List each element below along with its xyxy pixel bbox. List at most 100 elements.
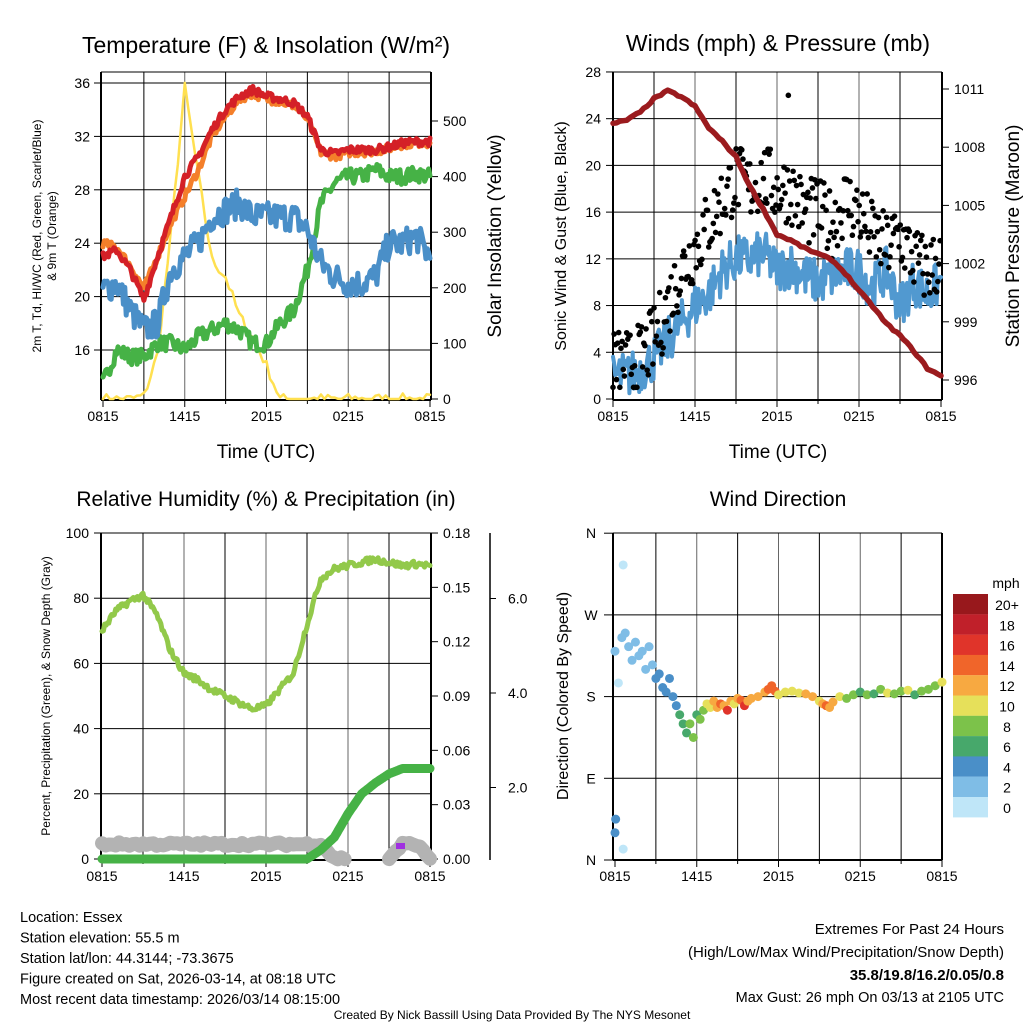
gust-point xyxy=(701,226,707,233)
y-tick-label: E xyxy=(586,770,595,786)
gust-point xyxy=(886,264,892,271)
x-tick-label: 0215 xyxy=(845,868,876,884)
gust-point xyxy=(694,231,701,238)
gust-point xyxy=(810,232,817,238)
gust-point xyxy=(873,254,880,260)
gust-point xyxy=(891,213,898,219)
gust-point xyxy=(813,195,819,202)
y-tick-label: 4 xyxy=(593,344,601,360)
x-tick-label: 1415 xyxy=(169,408,200,424)
gust-point xyxy=(614,340,621,347)
wind-direction-point xyxy=(630,637,640,647)
gust-point xyxy=(613,376,620,383)
gust-point xyxy=(678,275,685,282)
y-tick-label: 60 xyxy=(73,655,89,671)
gust-point xyxy=(662,294,669,301)
wind-direction-point xyxy=(746,693,756,703)
gust-point xyxy=(686,243,693,249)
y2-axis-label: Solar Insolation (Yellow) xyxy=(485,134,506,337)
gust-point xyxy=(784,167,791,173)
gust-point xyxy=(826,188,833,194)
wind-direction-point xyxy=(862,690,872,700)
gust-point xyxy=(666,285,672,291)
gust-point xyxy=(834,242,841,249)
wind-direction-point xyxy=(794,688,804,698)
gust-point xyxy=(838,220,844,226)
gust-point xyxy=(879,226,885,232)
gust-point xyxy=(709,235,715,242)
x-tick-label: 2015 xyxy=(761,408,792,424)
snow-depth-line xyxy=(382,835,437,867)
gust-point xyxy=(819,203,826,210)
wind-direction-point xyxy=(855,687,865,697)
legend-swatch xyxy=(953,797,988,818)
y2-tick-label: 1011 xyxy=(954,81,984,97)
gust-point xyxy=(839,235,845,242)
gust-point xyxy=(930,236,937,243)
extremes-subtitle: (High/Low/Max Wind/Precipitation/Snow De… xyxy=(688,944,1004,961)
gust-point xyxy=(929,272,935,278)
wind-direction-point xyxy=(618,560,628,570)
gust-point xyxy=(831,234,837,241)
gust-point xyxy=(723,212,729,218)
gust-point xyxy=(656,289,663,296)
x-tick-label: 1415 xyxy=(679,408,710,424)
y-tick-label: 20 xyxy=(74,289,90,305)
gust-point xyxy=(920,270,926,277)
y-tick-label: 20 xyxy=(73,786,89,802)
gust-point xyxy=(868,198,875,205)
y-tick-label: 0 xyxy=(593,391,601,407)
wind-direction-point xyxy=(665,673,674,683)
gust-point xyxy=(762,196,769,202)
gust-point xyxy=(675,309,681,316)
x-tick-label: 0815 xyxy=(87,408,118,424)
legend-label: 10 xyxy=(999,699,1015,715)
wind-direction-point xyxy=(647,660,657,670)
legend-swatch xyxy=(953,634,988,655)
gust-point xyxy=(806,239,812,246)
gust-point xyxy=(735,201,742,208)
wind-direction-point xyxy=(695,714,705,724)
gust-point xyxy=(917,237,924,244)
dewpoint-line xyxy=(100,187,433,340)
station-info-created: Figure created on Sat, 2026-03-14, at 08… xyxy=(20,972,336,988)
legend-swatch xyxy=(953,736,988,757)
y2-tick-label: 1002 xyxy=(954,256,985,272)
y2-tick-label: 0 xyxy=(443,391,451,407)
x-tick-label: 0215 xyxy=(332,868,363,884)
wind-direction-point xyxy=(889,689,899,699)
y-tick-label: 32 xyxy=(74,128,90,144)
rh-line xyxy=(99,555,433,713)
gust-point xyxy=(913,243,919,250)
gust-point xyxy=(658,339,664,346)
y-axis-label: Direction (Colored By Speed) xyxy=(555,592,572,800)
pressure-line xyxy=(610,87,944,379)
x-tick-label: 1415 xyxy=(681,868,712,884)
gust-point xyxy=(644,367,650,373)
snowfall-marker xyxy=(396,843,405,849)
wind-direction-point xyxy=(637,646,647,656)
x-tick-label: 0215 xyxy=(843,408,874,424)
legend-label: 4 xyxy=(1003,759,1011,775)
x-tick-label: 0815 xyxy=(86,868,117,884)
gust-point xyxy=(805,189,811,196)
gust-point xyxy=(793,182,800,189)
gust-point xyxy=(767,146,774,153)
wind-direction-point xyxy=(808,692,818,702)
gust-point xyxy=(653,333,660,339)
gust-point xyxy=(867,229,874,235)
gust-point xyxy=(634,384,640,391)
gust-point xyxy=(799,220,806,226)
gust-point xyxy=(850,223,857,230)
gust-point xyxy=(670,310,677,317)
winds-panel xyxy=(606,71,949,407)
gust-point xyxy=(727,164,734,171)
x-tick-label: 2015 xyxy=(250,868,281,884)
gust-point xyxy=(667,328,673,334)
extremes-title: Extremes For Past 24 Hours xyxy=(815,921,1004,938)
y-axis-label: 2m T, Td, HI/WC (Red, Green, Scarlet/Blu… xyxy=(30,120,44,353)
gust-point xyxy=(610,384,616,391)
gust-point xyxy=(790,168,796,175)
gust-point xyxy=(773,202,779,208)
y2-tick-label: 0.00 xyxy=(443,851,470,867)
